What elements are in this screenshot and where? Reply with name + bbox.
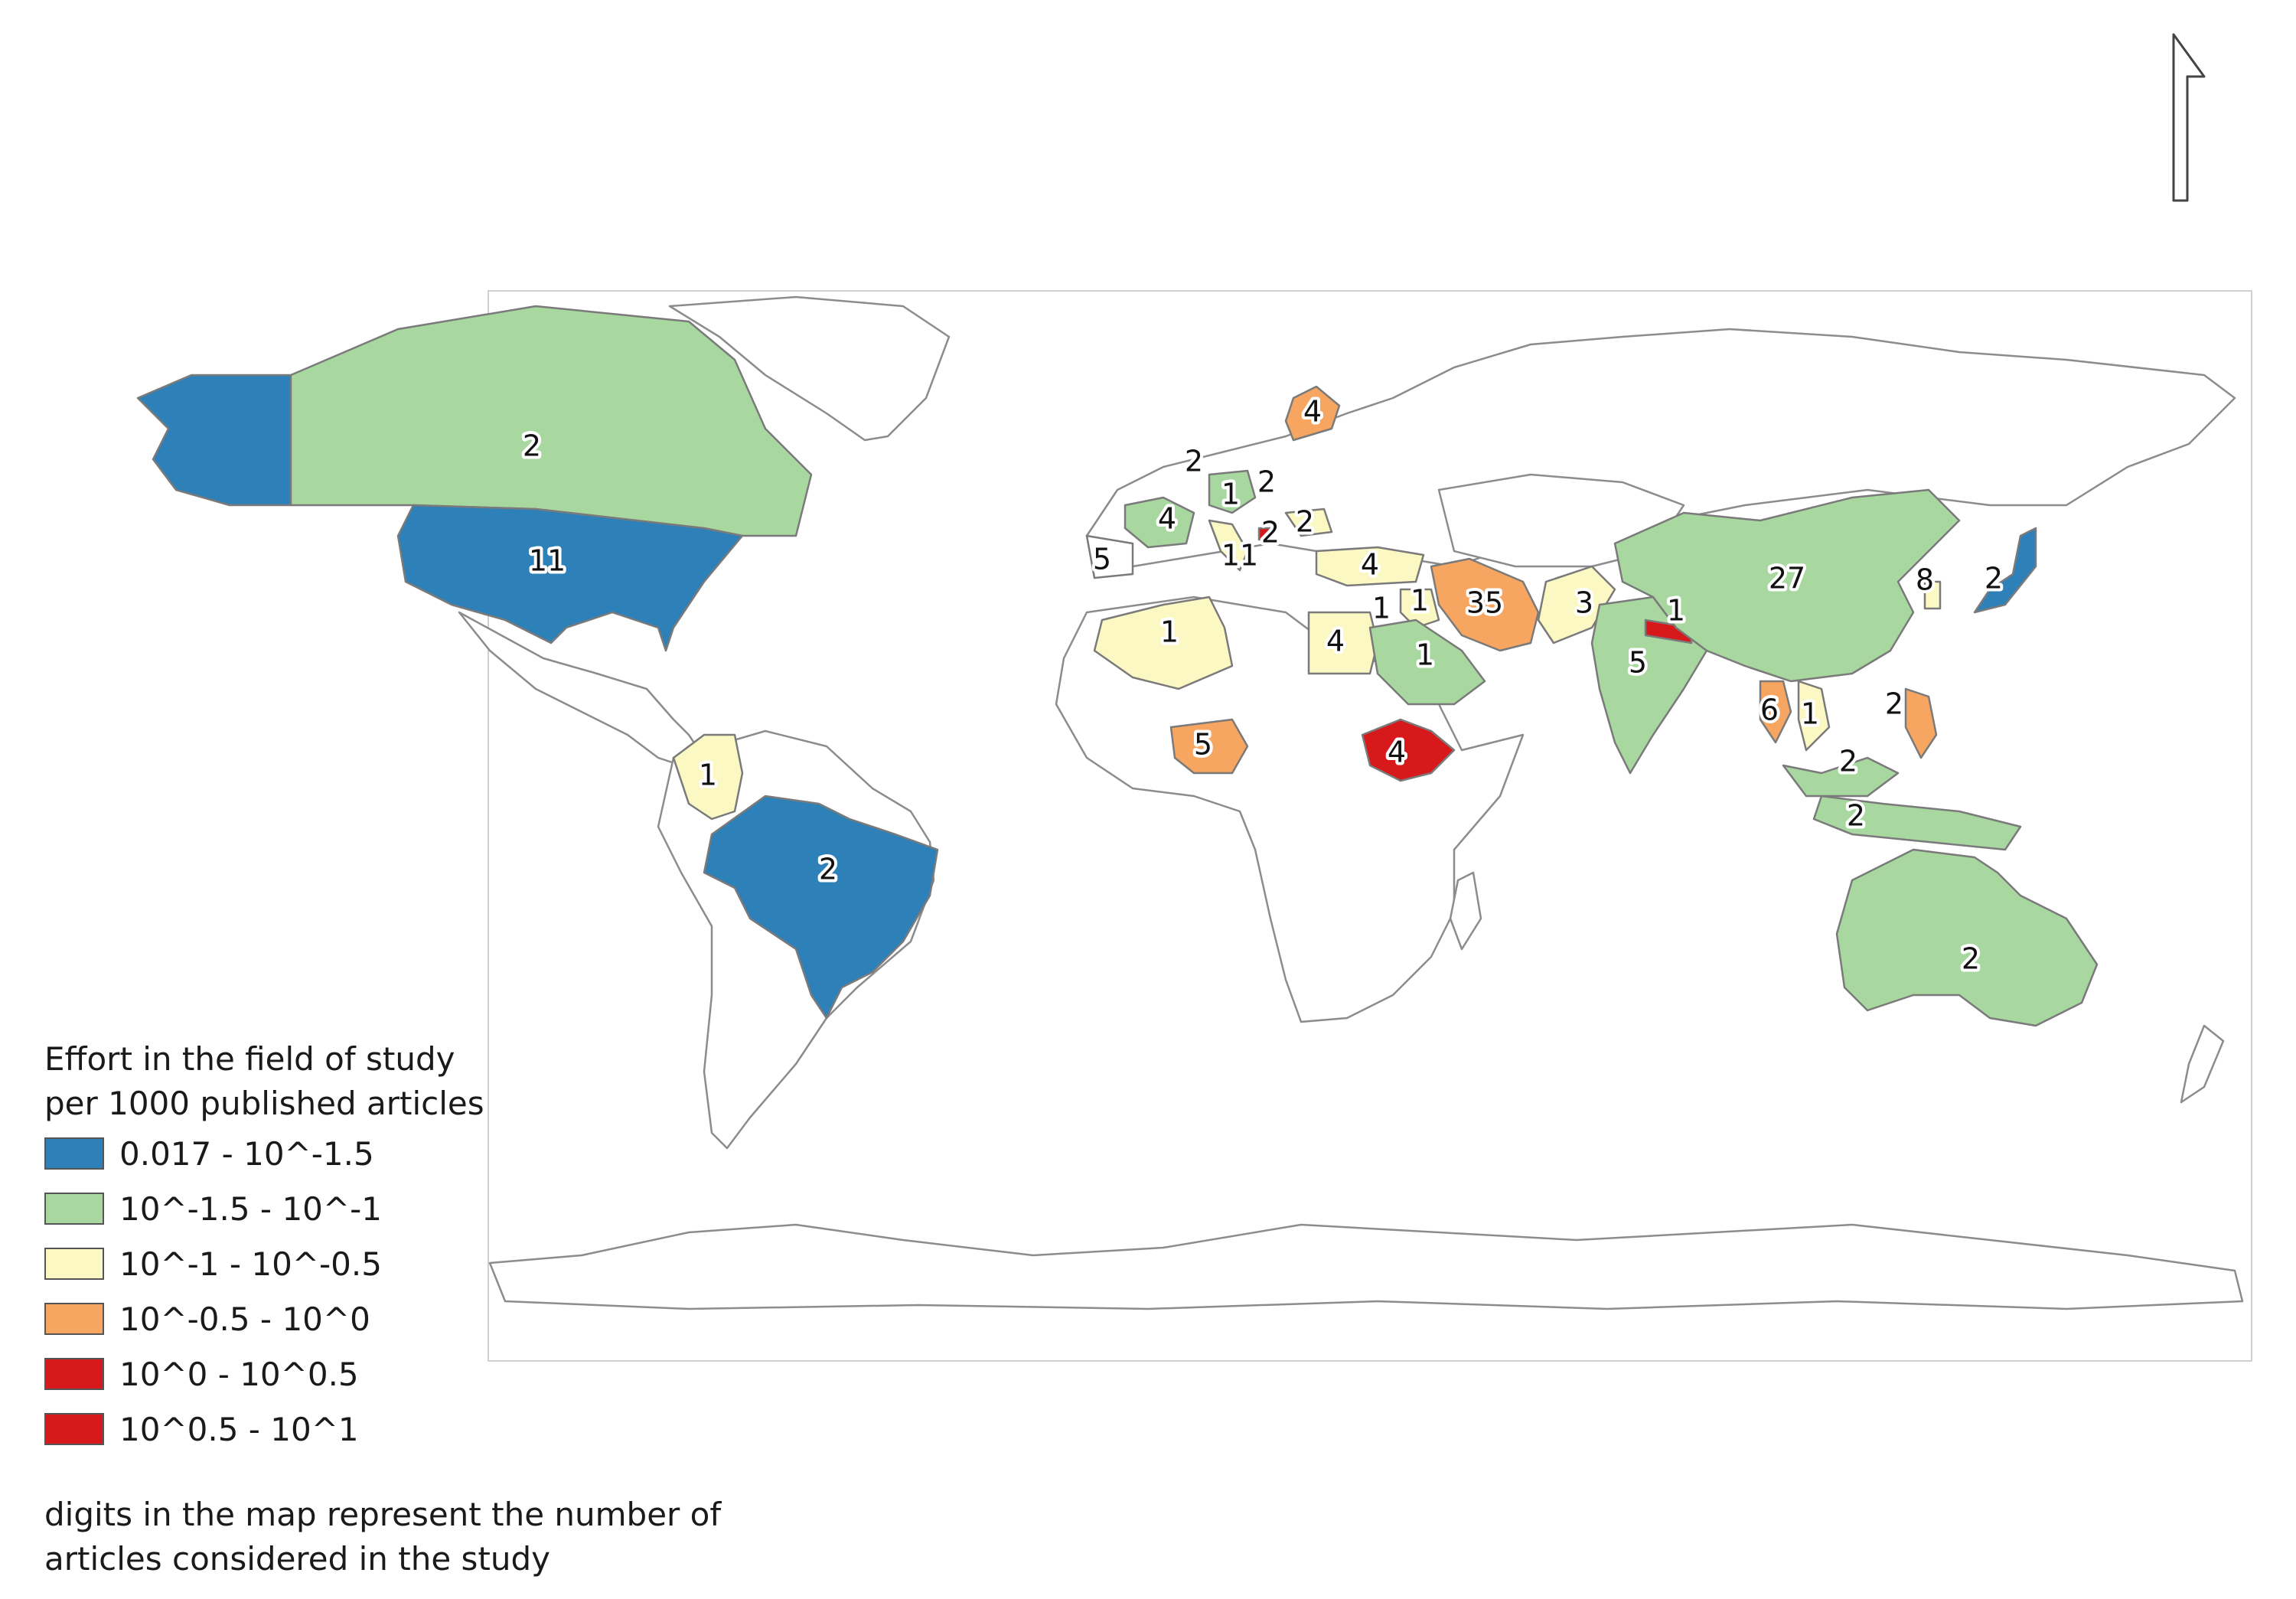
label-netherlands: 1 bbox=[1221, 478, 1240, 511]
legend-swatch-3 bbox=[44, 1248, 104, 1280]
count-labels: 4 2 2 1 2 2 4 2 11 11 5 4 1 1 35 3 1 27 … bbox=[520, 392, 2006, 979]
country-romania bbox=[1284, 507, 1333, 537]
label-egypt: 4 bbox=[1326, 625, 1345, 658]
country-pakistan bbox=[1537, 565, 1616, 644]
country-australia bbox=[1835, 848, 2099, 1027]
label-nigeria: 5 bbox=[1194, 728, 1212, 762]
country-thailand bbox=[1759, 680, 1792, 744]
country-turkey bbox=[1315, 546, 1425, 587]
label-brazil: 2 bbox=[819, 853, 837, 886]
legend-title-line1: Effort in the field of study bbox=[44, 1040, 455, 1078]
legend-row: 10^-0.5 - 10^0 bbox=[44, 1291, 484, 1346]
map-note-line2: articles considered in the study bbox=[44, 1540, 551, 1578]
label-thailand: 6 bbox=[1760, 693, 1779, 727]
country-indonesia bbox=[1812, 795, 2022, 851]
country-china bbox=[1613, 488, 1961, 683]
country-philippines bbox=[1904, 687, 1938, 759]
country-iraq bbox=[1399, 588, 1440, 629]
country-south-korea bbox=[1923, 580, 1942, 610]
legend-label-5: 10^0 - 10^0.5 bbox=[119, 1355, 359, 1393]
label-uk: 2 bbox=[1185, 445, 1203, 478]
map-frame bbox=[488, 290, 2252, 1362]
country-france bbox=[1124, 496, 1195, 549]
label-usa: 11 bbox=[529, 544, 566, 578]
legend-label-4: 10^-0.5 - 10^0 bbox=[119, 1300, 370, 1338]
country-egypt bbox=[1307, 611, 1379, 675]
label-philippines: 2 bbox=[1885, 687, 1903, 721]
label-ethiopia: 4 bbox=[1388, 736, 1406, 769]
label-germany: 2 bbox=[1257, 465, 1276, 499]
legend-row: 10^0 - 10^0.5 bbox=[44, 1346, 484, 1402]
legend: Effort in the field of study per 1000 pu… bbox=[44, 1037, 484, 1457]
label-finland: 4 bbox=[1303, 395, 1322, 429]
countries-colored bbox=[136, 305, 2099, 1027]
map-note-line1: digits in the map represent the number o… bbox=[44, 1496, 722, 1533]
label-turkey: 4 bbox=[1361, 548, 1379, 582]
country-vietnam bbox=[1797, 680, 1831, 752]
label-south-korea: 8 bbox=[1916, 563, 1934, 597]
label-serbia: 2 bbox=[1261, 516, 1280, 550]
label-iran: 35 bbox=[1466, 586, 1503, 620]
country-nigeria bbox=[1169, 718, 1249, 775]
country-usa bbox=[396, 504, 744, 652]
label-syria: 1 bbox=[1372, 592, 1391, 625]
label-japan: 2 bbox=[1985, 562, 2003, 596]
label-malaysia: 2 bbox=[1839, 745, 1857, 778]
legend-title-line2: per 1000 published articles bbox=[44, 1085, 484, 1122]
legend-label-2: 10^-1.5 - 10^-1 bbox=[119, 1189, 382, 1228]
map-note: digits in the map represent the number o… bbox=[44, 1493, 721, 1581]
country-alaska bbox=[136, 374, 292, 507]
country-serbia bbox=[1257, 527, 1272, 541]
legend-swatch-5 bbox=[44, 1358, 104, 1390]
country-finland bbox=[1284, 385, 1341, 442]
country-saudi-arabia bbox=[1368, 618, 1486, 706]
country-malaysia bbox=[1782, 756, 1900, 798]
country-japan bbox=[1973, 527, 2037, 614]
country-spain bbox=[1085, 534, 1134, 579]
label-iraq: 1 bbox=[1411, 584, 1429, 618]
label-saudi-arabia: 1 bbox=[1416, 638, 1434, 672]
label-indonesia: 2 bbox=[1847, 799, 1865, 833]
country-germany bbox=[1208, 469, 1257, 514]
legend-row: 10^-1 - 10^-0.5 bbox=[44, 1236, 484, 1291]
label-spain: 5 bbox=[1093, 543, 1111, 576]
label-romania: 2 bbox=[1296, 505, 1314, 539]
label-france: 4 bbox=[1158, 502, 1176, 536]
legend-swatch-1 bbox=[44, 1137, 104, 1170]
label-algeria: 1 bbox=[1160, 615, 1179, 649]
label-colombia: 1 bbox=[699, 759, 717, 792]
legend-swatch-4 bbox=[44, 1303, 104, 1335]
country-ethiopia bbox=[1361, 718, 1456, 782]
country-italy bbox=[1208, 519, 1249, 572]
label-vietnam: 1 bbox=[1801, 697, 1819, 731]
country-iran bbox=[1430, 557, 1540, 652]
legend-label-3: 10^-1 - 10^-0.5 bbox=[119, 1245, 382, 1283]
legend-swatch-2 bbox=[44, 1193, 104, 1225]
country-algeria bbox=[1093, 596, 1234, 690]
label-canada: 2 bbox=[523, 429, 541, 463]
legend-label-1: 0.017 - 10^-1.5 bbox=[119, 1134, 374, 1173]
legend-row: 10^-1.5 - 10^-1 bbox=[44, 1181, 484, 1236]
country-colombia bbox=[672, 733, 744, 821]
label-italy: 11 bbox=[1221, 539, 1258, 573]
north-arrow-icon bbox=[2172, 33, 2206, 202]
country-brazil bbox=[703, 795, 939, 1020]
legend-label-6: 10^0.5 - 10^1 bbox=[119, 1410, 359, 1448]
legend-swatch-6 bbox=[44, 1413, 104, 1445]
label-australia: 2 bbox=[1962, 942, 1980, 976]
label-pakistan: 3 bbox=[1575, 586, 1593, 620]
legend-row: 0.017 - 10^-1.5 bbox=[44, 1126, 484, 1181]
label-nepal: 1 bbox=[1667, 594, 1685, 628]
legend-row: 10^0.5 - 10^1 bbox=[44, 1402, 484, 1457]
label-india: 5 bbox=[1629, 646, 1647, 680]
label-china: 27 bbox=[1769, 562, 1805, 596]
